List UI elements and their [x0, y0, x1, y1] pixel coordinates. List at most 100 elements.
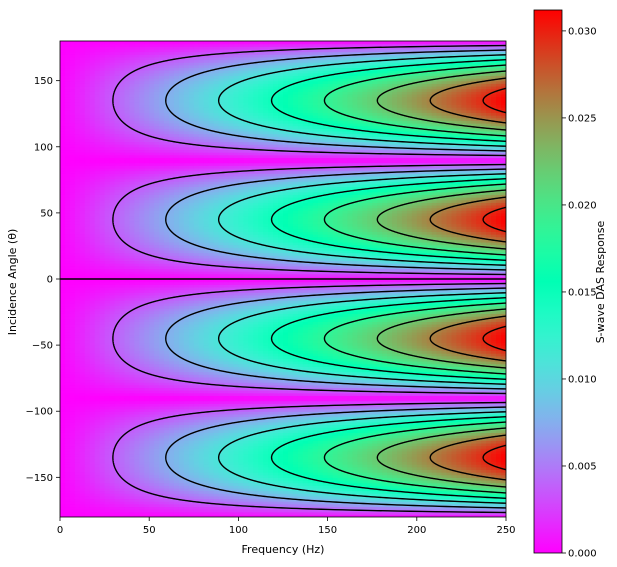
heatmap-cell [139, 408, 145, 412]
heatmap-cell [79, 474, 86, 478]
heatmap-cell [392, 427, 398, 431]
heatmap-cell [396, 514, 403, 517]
heatmap-cell [248, 490, 254, 494]
heatmap-cell [352, 448, 358, 452]
heatmap-cell [60, 440, 66, 444]
heatmap-cell [223, 411, 230, 415]
heatmap-cell [233, 453, 239, 457]
heatmap-cell [119, 405, 126, 410]
heatmap-cell [223, 405, 230, 410]
heatmap-cell [218, 429, 225, 433]
heatmap-cell [64, 432, 71, 436]
heatmap-cell [193, 474, 200, 478]
heatmap-cell [149, 408, 155, 412]
heatmap-cell [411, 453, 418, 457]
heatmap-cell [238, 424, 244, 428]
heatmap-cell [501, 495, 506, 500]
heatmap-cell [159, 464, 165, 468]
heatmap-cell [327, 514, 334, 517]
heatmap-cell [173, 485, 180, 489]
heatmap-cell [109, 411, 116, 415]
heatmap-cell [297, 421, 304, 426]
heatmap-cell [496, 429, 502, 433]
heatmap-cell [431, 487, 438, 492]
heatmap-cell [69, 506, 76, 510]
heatmap-cell [292, 408, 299, 412]
heatmap-cell [357, 482, 363, 486]
heatmap-cell [248, 448, 254, 452]
heatmap-cell [188, 506, 195, 510]
heatmap-cell [456, 445, 462, 449]
heatmap-cell [307, 413, 314, 418]
heatmap-cell [79, 429, 86, 433]
heatmap-cell [223, 479, 230, 484]
heatmap-cell [436, 487, 443, 492]
heatmap-cell [476, 450, 482, 455]
heatmap-cell [183, 461, 190, 465]
heatmap-cell [481, 437, 487, 441]
heatmap-cell [401, 464, 408, 468]
heatmap-cell [342, 487, 349, 492]
heatmap-cell [104, 477, 111, 481]
heatmap-cell [297, 477, 304, 481]
heatmap-cell [99, 469, 106, 473]
heatmap-cell [144, 493, 150, 497]
heatmap-cell [396, 498, 403, 502]
heatmap-cell [501, 453, 506, 457]
heatmap-cell [278, 469, 284, 473]
heatmap-cell [431, 495, 438, 500]
heatmap-cell [228, 450, 235, 455]
heatmap-cell [396, 419, 403, 423]
heatmap-cell [60, 490, 66, 494]
heatmap-cell [451, 482, 458, 486]
heatmap-cell [198, 477, 205, 481]
heatmap-cell [84, 474, 91, 478]
heatmap-cell [436, 435, 443, 439]
heatmap-cell [119, 469, 126, 473]
heatmap-cell [481, 464, 487, 468]
heatmap-cell [396, 416, 403, 420]
heatmap-cell [188, 514, 195, 517]
heatmap-cell [302, 495, 309, 500]
heatmap-cell [273, 474, 279, 478]
heatmap-cell [79, 477, 86, 481]
heatmap-cell [327, 501, 334, 505]
heatmap-cell [342, 479, 349, 484]
heatmap-cell [218, 466, 225, 470]
heatmap-cell [342, 469, 349, 473]
heatmap-cell [426, 432, 433, 436]
heatmap-cell [337, 472, 344, 476]
heatmap-cell [411, 469, 418, 473]
heatmap-cell [154, 405, 160, 410]
heatmap-cell [114, 509, 121, 513]
heatmap-cell [104, 514, 111, 517]
heatmap-cell [491, 450, 497, 455]
heatmap-cell [387, 450, 393, 455]
heatmap-cell [411, 408, 418, 412]
heatmap-cell [426, 469, 433, 473]
heatmap-cell [203, 474, 210, 478]
heatmap-cell [278, 437, 284, 441]
heatmap-cell [218, 493, 225, 497]
heatmap-cell [302, 411, 309, 415]
heatmap-cell [287, 511, 294, 515]
heatmap-cell [218, 477, 225, 481]
heatmap-cell [203, 411, 210, 415]
heatmap-cell [233, 448, 239, 452]
heatmap-cell [169, 437, 175, 441]
heatmap-cell [109, 469, 116, 473]
heatmap-cell [431, 456, 438, 460]
heatmap-cell [471, 495, 477, 500]
heatmap-cell [401, 501, 408, 505]
heatmap-cell [188, 435, 195, 439]
heatmap-cell [431, 474, 438, 478]
heatmap-cell [426, 456, 433, 460]
heatmap-cell [292, 466, 299, 470]
heatmap-cell [392, 453, 398, 457]
heatmap-cell [278, 472, 284, 476]
heatmap-cell [401, 495, 408, 500]
heatmap-cell [283, 416, 289, 420]
heatmap-cell [278, 511, 284, 515]
heatmap-cell [79, 479, 86, 484]
heatmap-cell [198, 437, 205, 441]
